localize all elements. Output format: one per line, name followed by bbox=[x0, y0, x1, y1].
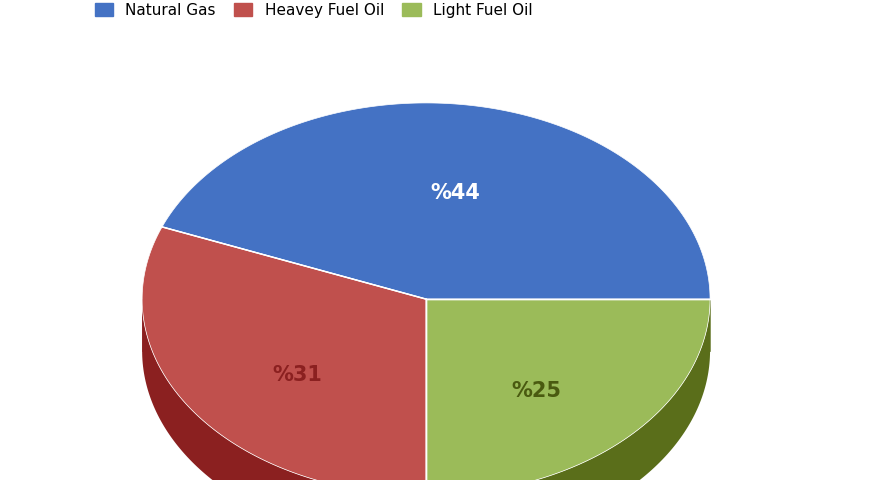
Text: %25: %25 bbox=[511, 381, 561, 401]
Polygon shape bbox=[142, 299, 425, 484]
Polygon shape bbox=[162, 103, 709, 299]
Text: %44: %44 bbox=[430, 183, 480, 203]
Polygon shape bbox=[142, 227, 425, 484]
Text: %31: %31 bbox=[272, 365, 322, 385]
Polygon shape bbox=[425, 299, 709, 484]
Legend: Natural Gas, Heavey Fuel Oil, Light Fuel Oil: Natural Gas, Heavey Fuel Oil, Light Fuel… bbox=[91, 0, 535, 21]
Polygon shape bbox=[425, 299, 709, 484]
